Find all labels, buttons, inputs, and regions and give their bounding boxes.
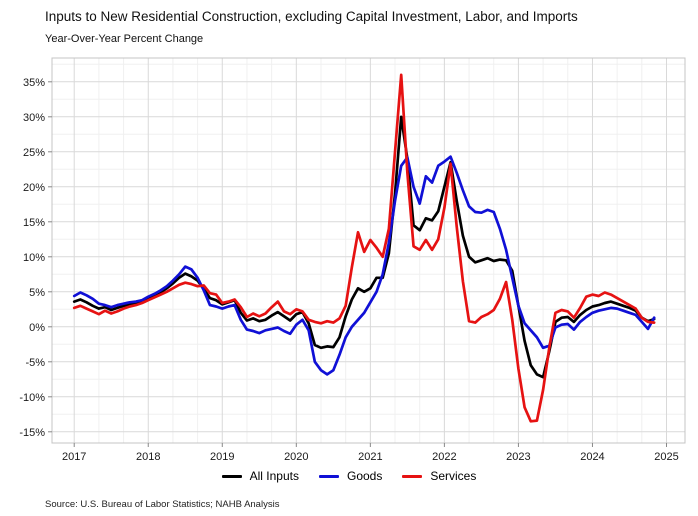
y-tick-label: 0% xyxy=(29,322,45,334)
chart-title: Inputs to New Residential Construction, … xyxy=(45,9,578,24)
y-tick-label: 15% xyxy=(23,217,45,229)
legend-label: Goods xyxy=(346,469,383,483)
x-tick-label: 2024 xyxy=(580,451,604,463)
legend-item-all-inputs: All Inputs xyxy=(221,469,299,483)
y-tick-label: -10% xyxy=(19,392,45,404)
x-tick-label: 2025 xyxy=(654,451,678,463)
y-tick-label: 20% xyxy=(23,182,45,194)
legend-line-swatch-red xyxy=(402,474,423,478)
x-tick-label: 2021 xyxy=(358,451,382,463)
y-tick-label: 10% xyxy=(23,252,45,264)
legend-line-swatch-blue xyxy=(318,474,339,478)
legend-item-services: Services xyxy=(402,469,476,483)
y-tick-label: -15% xyxy=(19,427,45,439)
y-tick-label: -5% xyxy=(25,357,45,369)
x-tick-label: 2020 xyxy=(284,451,308,463)
series-line-goods xyxy=(72,155,656,376)
series-line-all-inputs xyxy=(72,115,656,379)
y-tick-label: 25% xyxy=(23,147,45,159)
x-tick-label: 2019 xyxy=(210,451,234,463)
source-note: Source: U.S. Bureau of Labor Statistics;… xyxy=(45,499,280,510)
y-tick-label: 35% xyxy=(23,77,45,89)
x-tick-label: 2017 xyxy=(62,451,86,463)
y-tick-label: 5% xyxy=(29,287,45,299)
series-line-services xyxy=(72,73,656,423)
x-tick-label: 2023 xyxy=(506,451,530,463)
legend-label: Services xyxy=(430,469,477,483)
x-tick-label: 2018 xyxy=(136,451,160,463)
y-tick-label: 30% xyxy=(23,112,45,124)
legend: All Inputs Goods Services xyxy=(0,469,698,483)
legend-line-swatch-black xyxy=(221,474,242,478)
plot-panel-border xyxy=(51,57,686,444)
chart-subtitle: Year-Over-Year Percent Change xyxy=(45,33,204,45)
legend-label: All Inputs xyxy=(249,469,299,483)
legend-item-goods: Goods xyxy=(318,469,383,483)
x-tick-label: 2022 xyxy=(432,451,456,463)
